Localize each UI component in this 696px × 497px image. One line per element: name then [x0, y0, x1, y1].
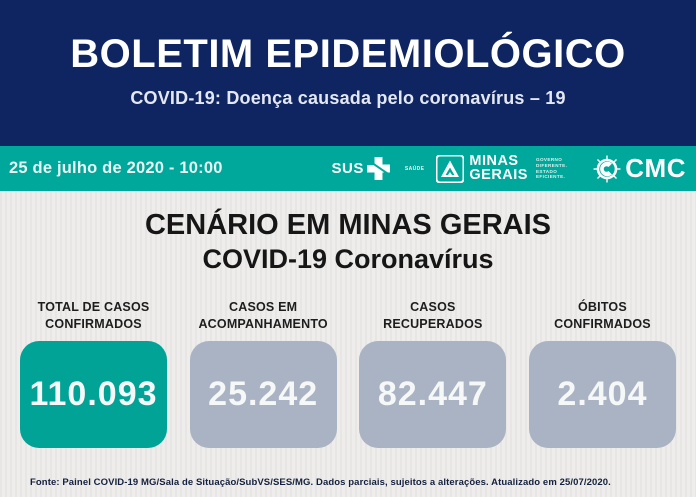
minas-gerais-line1: MINAS	[469, 152, 519, 169]
governo-slogan-line1: GOVERNO	[535, 156, 563, 162]
sus-logo-label: SUS	[331, 160, 364, 177]
stat-label-line2: CONFIRMADOS	[554, 317, 651, 332]
governo-slogan-line2: DIFERENTE.	[535, 162, 568, 168]
stat-label-line2: RECUPERADOS	[383, 317, 483, 332]
sus-logo: SUS	[332, 156, 391, 181]
cmc-wordmark: CMC	[625, 153, 686, 183]
page-subtitle: COVID-19: Doença causada pelo coronavíru…	[130, 87, 566, 108]
report-datetime: 25 de julho de 2020 - 10:00	[9, 159, 223, 177]
scenario-title-line2: COVID-19 Coronavírus	[202, 244, 494, 275]
stat-value-box-total-confirmados: 110.093	[20, 341, 167, 448]
stat-value-box-acompanhamento: 25.242	[189, 341, 337, 448]
governo-slogan: GOVERNO DIFERENTE. ESTADO EFICIENTE.	[536, 157, 567, 181]
stat-card-obitos: ÓBITOS CONFIRMADOS 2.404	[528, 295, 676, 448]
minas-gerais-wordmark: MINAS GERAIS	[469, 152, 528, 183]
stat-card-total-confirmados: TOTAL DE CASOS CONFIRMADOS 110.093	[20, 295, 167, 448]
stat-value: 82.447	[377, 375, 488, 413]
scenario-section: CENÁRIO EM MINAS GERAIS COVID-19 Coronav…	[0, 191, 696, 497]
stat-label-acompanhamento: CASOS EM ACOMPANHAMENTO	[198, 295, 327, 333]
minas-gerais-emblem-icon	[436, 154, 465, 183]
stat-card-recuperados: CASOS RECUPERADOS 82.447	[359, 295, 507, 448]
stat-label-line1: CASOS EM	[229, 300, 298, 315]
header-banner: BOLETIM EPIDEMIOLÓGICO COVID-19: Doença …	[0, 0, 696, 146]
info-bar: 25 de julho de 2020 - 10:00 SUS SAÚDE	[0, 146, 696, 191]
stat-label-total-confirmados: TOTAL DE CASOS CONFIRMADOS	[38, 295, 150, 333]
logos-group: SUS SAÚDE MINAS GERAIS	[332, 153, 686, 185]
stat-value-box-obitos: 2.404	[528, 341, 676, 448]
minas-gerais-logo: MINAS GERAIS GOVERNO DIFERENTE. ESTADO E…	[436, 152, 567, 183]
stat-label-line2: ACOMPANHAMENTO	[198, 317, 328, 332]
cmc-logo: CMC	[591, 153, 686, 185]
minas-gerais-line2: GERAIS	[469, 166, 528, 183]
stat-label-line1: ÓBITOS	[578, 300, 627, 315]
stat-cards-row: TOTAL DE CASOS CONFIRMADOS 110.093 CASOS…	[0, 295, 696, 448]
sus-cross-icon	[366, 157, 390, 180]
stat-card-acompanhamento: CASOS EM ACOMPANHAMENTO 25.242	[189, 295, 337, 448]
stat-value: 110.093	[29, 375, 158, 413]
saude-label: SAÚDE	[404, 165, 425, 172]
stat-value: 25.242	[208, 375, 319, 413]
page-title: BOLETIM EPIDEMIOLÓGICO	[70, 31, 626, 76]
scenario-title-line1: CENÁRIO EM MINAS GERAIS	[144, 209, 552, 241]
stat-label-obitos: ÓBITOS CONFIRMADOS	[554, 295, 651, 333]
governo-slogan-line3: ESTADO	[535, 168, 558, 174]
stat-label-line1: TOTAL DE CASOS	[37, 300, 150, 315]
source-note: Fonte: Painel COVID-19 MG/Sala de Situaç…	[30, 477, 611, 488]
stat-label-recuperados: CASOS RECUPERADOS	[383, 295, 482, 333]
governo-slogan-line4: EFICIENTE.	[535, 174, 566, 180]
scenario-title: CENÁRIO EM MINAS GERAIS COVID-19 Coronav…	[0, 191, 696, 277]
stat-value-box-recuperados: 82.447	[359, 341, 507, 448]
cmc-virus-icon	[593, 155, 621, 182]
stat-value: 2.404	[557, 375, 648, 413]
stat-label-line2: CONFIRMADOS	[45, 317, 142, 332]
stat-label-line1: CASOS	[410, 300, 456, 315]
